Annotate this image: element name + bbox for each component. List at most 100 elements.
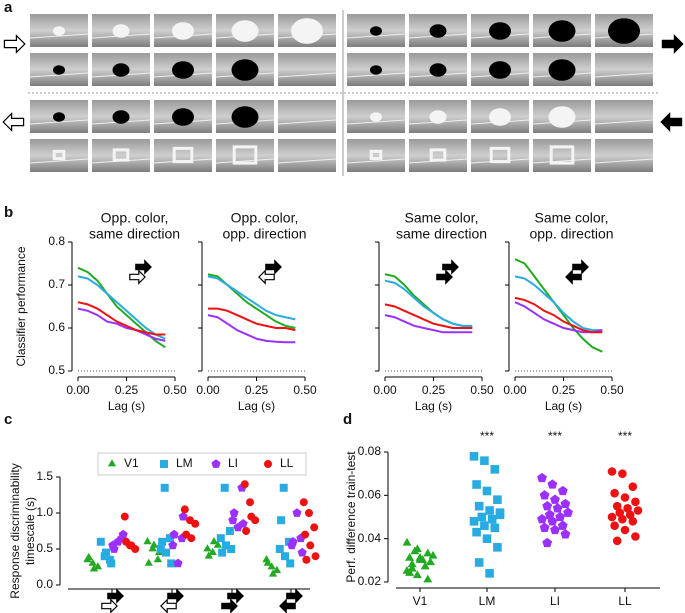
data-point [612,501,622,511]
x-tick-label: 0.00 [66,383,90,397]
chart-title: same direction [89,226,180,242]
data-point [284,537,293,546]
data-point [405,553,415,561]
data-point [209,537,219,545]
data-point [148,544,157,552]
x-tick-label: 0.25 [422,383,446,397]
data-point [607,467,617,476]
data-point [277,516,286,525]
data-point [149,540,159,548]
data-point [263,558,272,566]
data-point [167,559,176,568]
object [231,106,259,128]
data-point [229,508,239,517]
data-point [208,547,217,555]
object [53,112,65,122]
data-point [203,544,212,552]
data-point [469,517,479,526]
significance: *** [618,429,632,443]
data-point [405,568,415,576]
object [489,108,511,126]
object [172,22,194,40]
data-point [560,529,571,539]
data-point [482,534,492,543]
data-point [474,501,484,511]
data-point [612,536,622,546]
object [172,108,194,126]
data-point [560,498,571,509]
data-point [610,488,619,498]
data-point [311,552,320,561]
data-point [620,493,630,502]
data-point [120,512,129,521]
data-point [88,558,97,566]
data-point [474,558,484,567]
data-point [542,537,553,548]
object [489,22,511,40]
data-point [482,486,492,496]
data-point [89,564,99,572]
data-point [631,532,640,541]
image-floor [29,158,89,164]
series-line [77,307,166,342]
object [429,63,447,77]
x-tick-label: 0.25 [245,383,269,397]
data-point [472,527,481,537]
object [489,61,511,79]
data-point [292,508,302,517]
x-tick-label: 0.00 [373,383,397,397]
y-tick-label: 0.5 [36,541,53,555]
data-point [423,574,433,583]
data-point [286,559,295,568]
series-line [207,275,296,321]
x-tick-label: LL [618,594,632,608]
legend-marker [264,460,272,468]
data-point [281,552,289,561]
legend-label: LI [228,456,238,470]
x-tick-label: 0.00 [503,383,527,397]
data-point [169,529,179,539]
x-tick-label: 0.25 [552,383,576,397]
y-tick-label: 0.06 [358,488,382,502]
data-point [625,510,635,520]
data-point [618,469,627,478]
data-point [628,517,638,526]
data-point [618,514,627,524]
legend-label: LM [176,456,193,470]
data-point [227,545,236,553]
stimulus-image [595,53,653,86]
arrow-icon [135,259,152,275]
series-line [384,279,473,327]
data-point [238,519,248,528]
data-point [480,521,489,530]
image-floor [346,158,406,164]
panel-label: d [343,411,352,428]
arrow-icon [258,269,275,285]
data-point [109,544,119,553]
data-point [102,548,110,557]
image-floor [29,72,89,78]
data-point [415,553,425,561]
object [608,18,640,44]
data-point [480,456,489,465]
object [548,59,576,81]
significance: *** [548,429,562,443]
data-point [412,570,422,579]
data-point [620,525,630,535]
data-point [555,511,566,522]
data-point [246,498,254,507]
arrow-icon [436,269,453,285]
data-point [407,563,417,572]
data-point [402,537,412,546]
stimulus-image [278,139,336,172]
object [231,59,259,81]
arrow-icon [442,259,459,275]
legend-marker [107,459,117,467]
data-point [143,537,152,545]
data-point [557,485,568,496]
stimulus-image [533,139,591,172]
data-point [310,523,319,532]
legend-marker [211,459,221,468]
data-point [539,490,550,500]
data-point [162,548,170,557]
